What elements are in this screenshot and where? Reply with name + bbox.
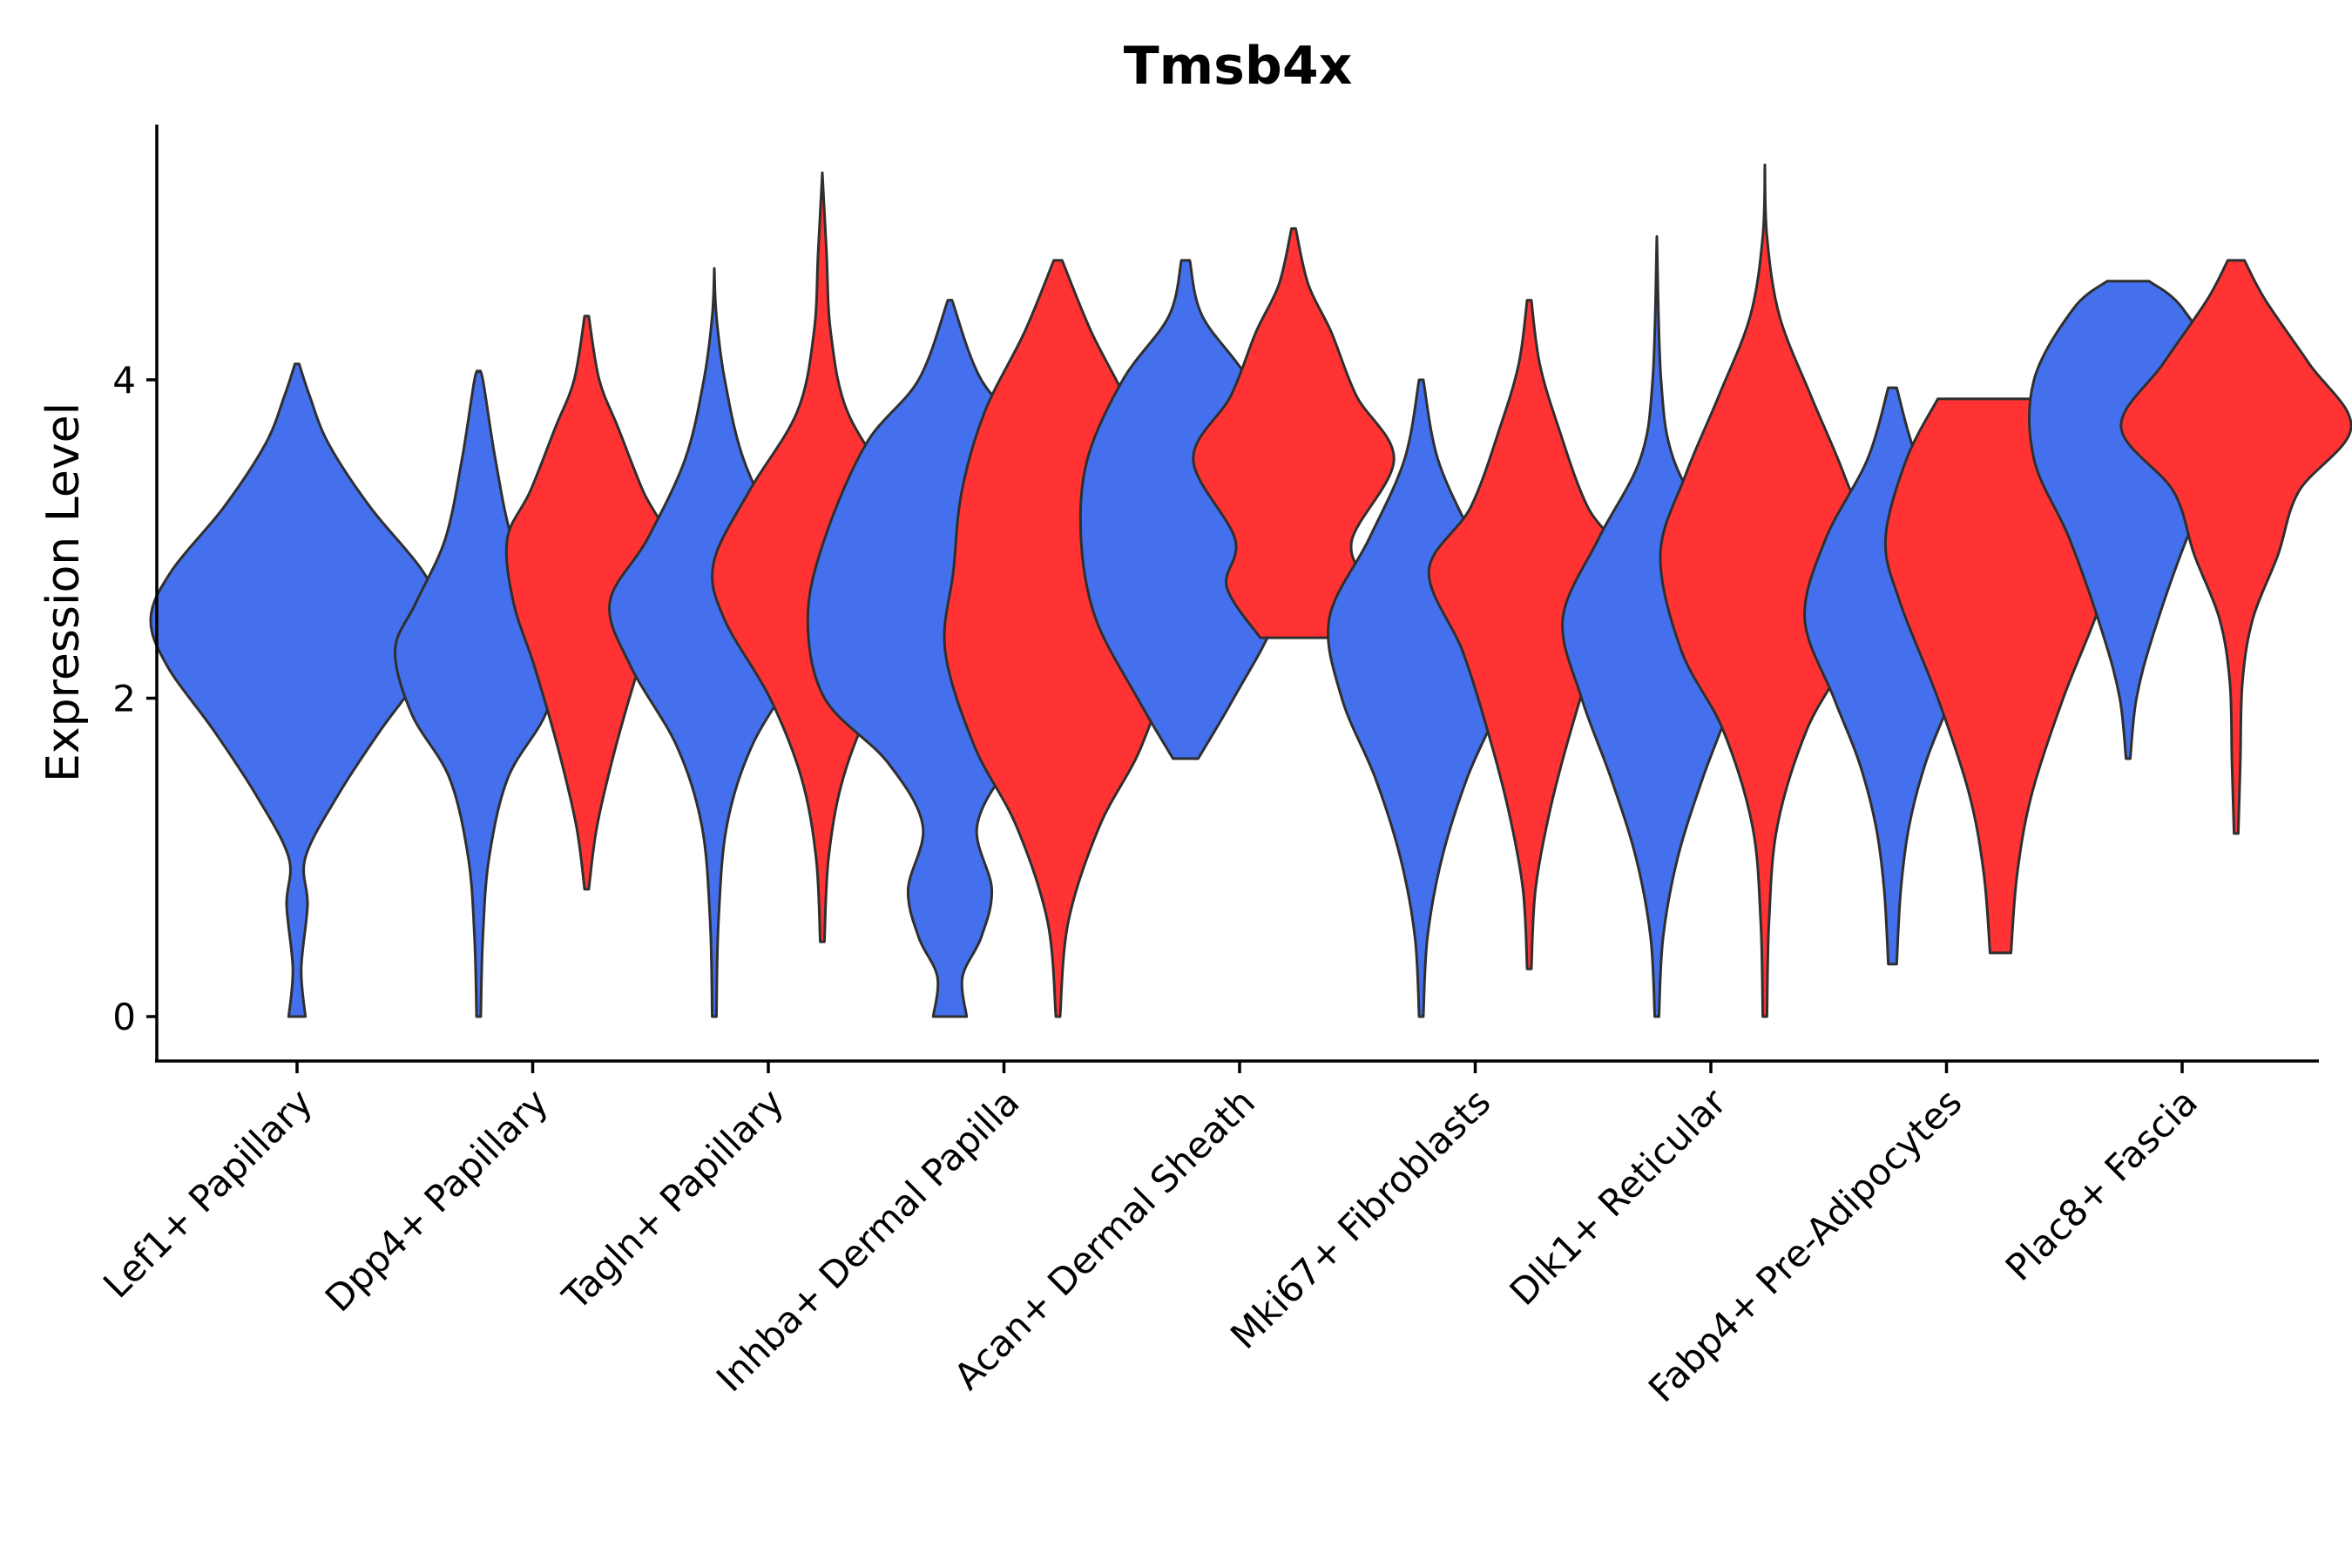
y-tick-label: 0 [112,996,136,1038]
violin-7-group2 [1659,163,1871,1018]
x-tick-label: Dlk1+ Reticular [1502,1080,1735,1314]
violin-3-group1 [608,267,821,1018]
violin-8-group2 [1883,397,2118,955]
x-tick-label: Dpp4+ Papillary [317,1080,557,1320]
chart-title: Tmsb4x [1124,36,1353,97]
violin-layer [149,163,2352,1018]
x-tick-label: Lef1+ Papillary [95,1080,321,1306]
x-tick-label: Mki67+ Fibroblasts [1222,1080,1498,1356]
y-tick-label: 4 [112,359,136,402]
x-tick-label: Plac8+ Fascia [1997,1080,2206,1288]
violin-6-group2 [1427,299,1632,970]
axes [155,125,2319,1063]
y-ticks: 0 2 4 [112,359,157,1038]
x-tick-label: Tagln+ Papillary [554,1080,792,1318]
violin-7-group1 [1561,235,1753,1018]
violin-9-group2 [2119,259,2352,835]
violin-1-group1 [149,362,445,1018]
y-tick-label: 2 [112,678,136,720]
violin-5-group2 [1192,226,1396,639]
violin-2-group1 [393,369,564,1018]
y-axis-label: Expression Level [37,402,90,782]
